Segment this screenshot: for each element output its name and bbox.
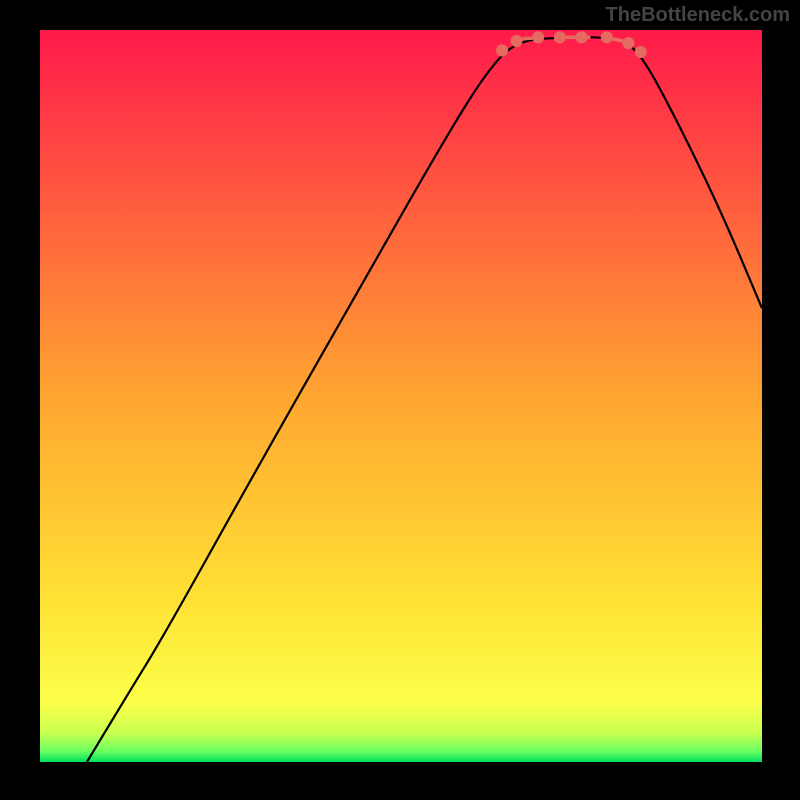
marker-dot bbox=[576, 31, 588, 43]
marker-dash bbox=[524, 37, 542, 38]
marker-dot bbox=[496, 44, 508, 56]
bottleneck-curve-line bbox=[87, 37, 762, 762]
marker-dot bbox=[635, 46, 647, 58]
chart-plot-area bbox=[40, 30, 762, 762]
watermark-text: TheBottleneck.com bbox=[606, 4, 790, 27]
marker-dot bbox=[601, 31, 613, 43]
marker-dot bbox=[532, 31, 544, 43]
bottleneck-curve-chart bbox=[40, 30, 762, 762]
marker-dot bbox=[511, 35, 523, 47]
marker-dot bbox=[622, 37, 634, 49]
marker-dash-group bbox=[524, 37, 627, 41]
marker-dash bbox=[612, 39, 626, 42]
marker-dot-group bbox=[496, 31, 647, 58]
marker-dot bbox=[554, 31, 566, 43]
